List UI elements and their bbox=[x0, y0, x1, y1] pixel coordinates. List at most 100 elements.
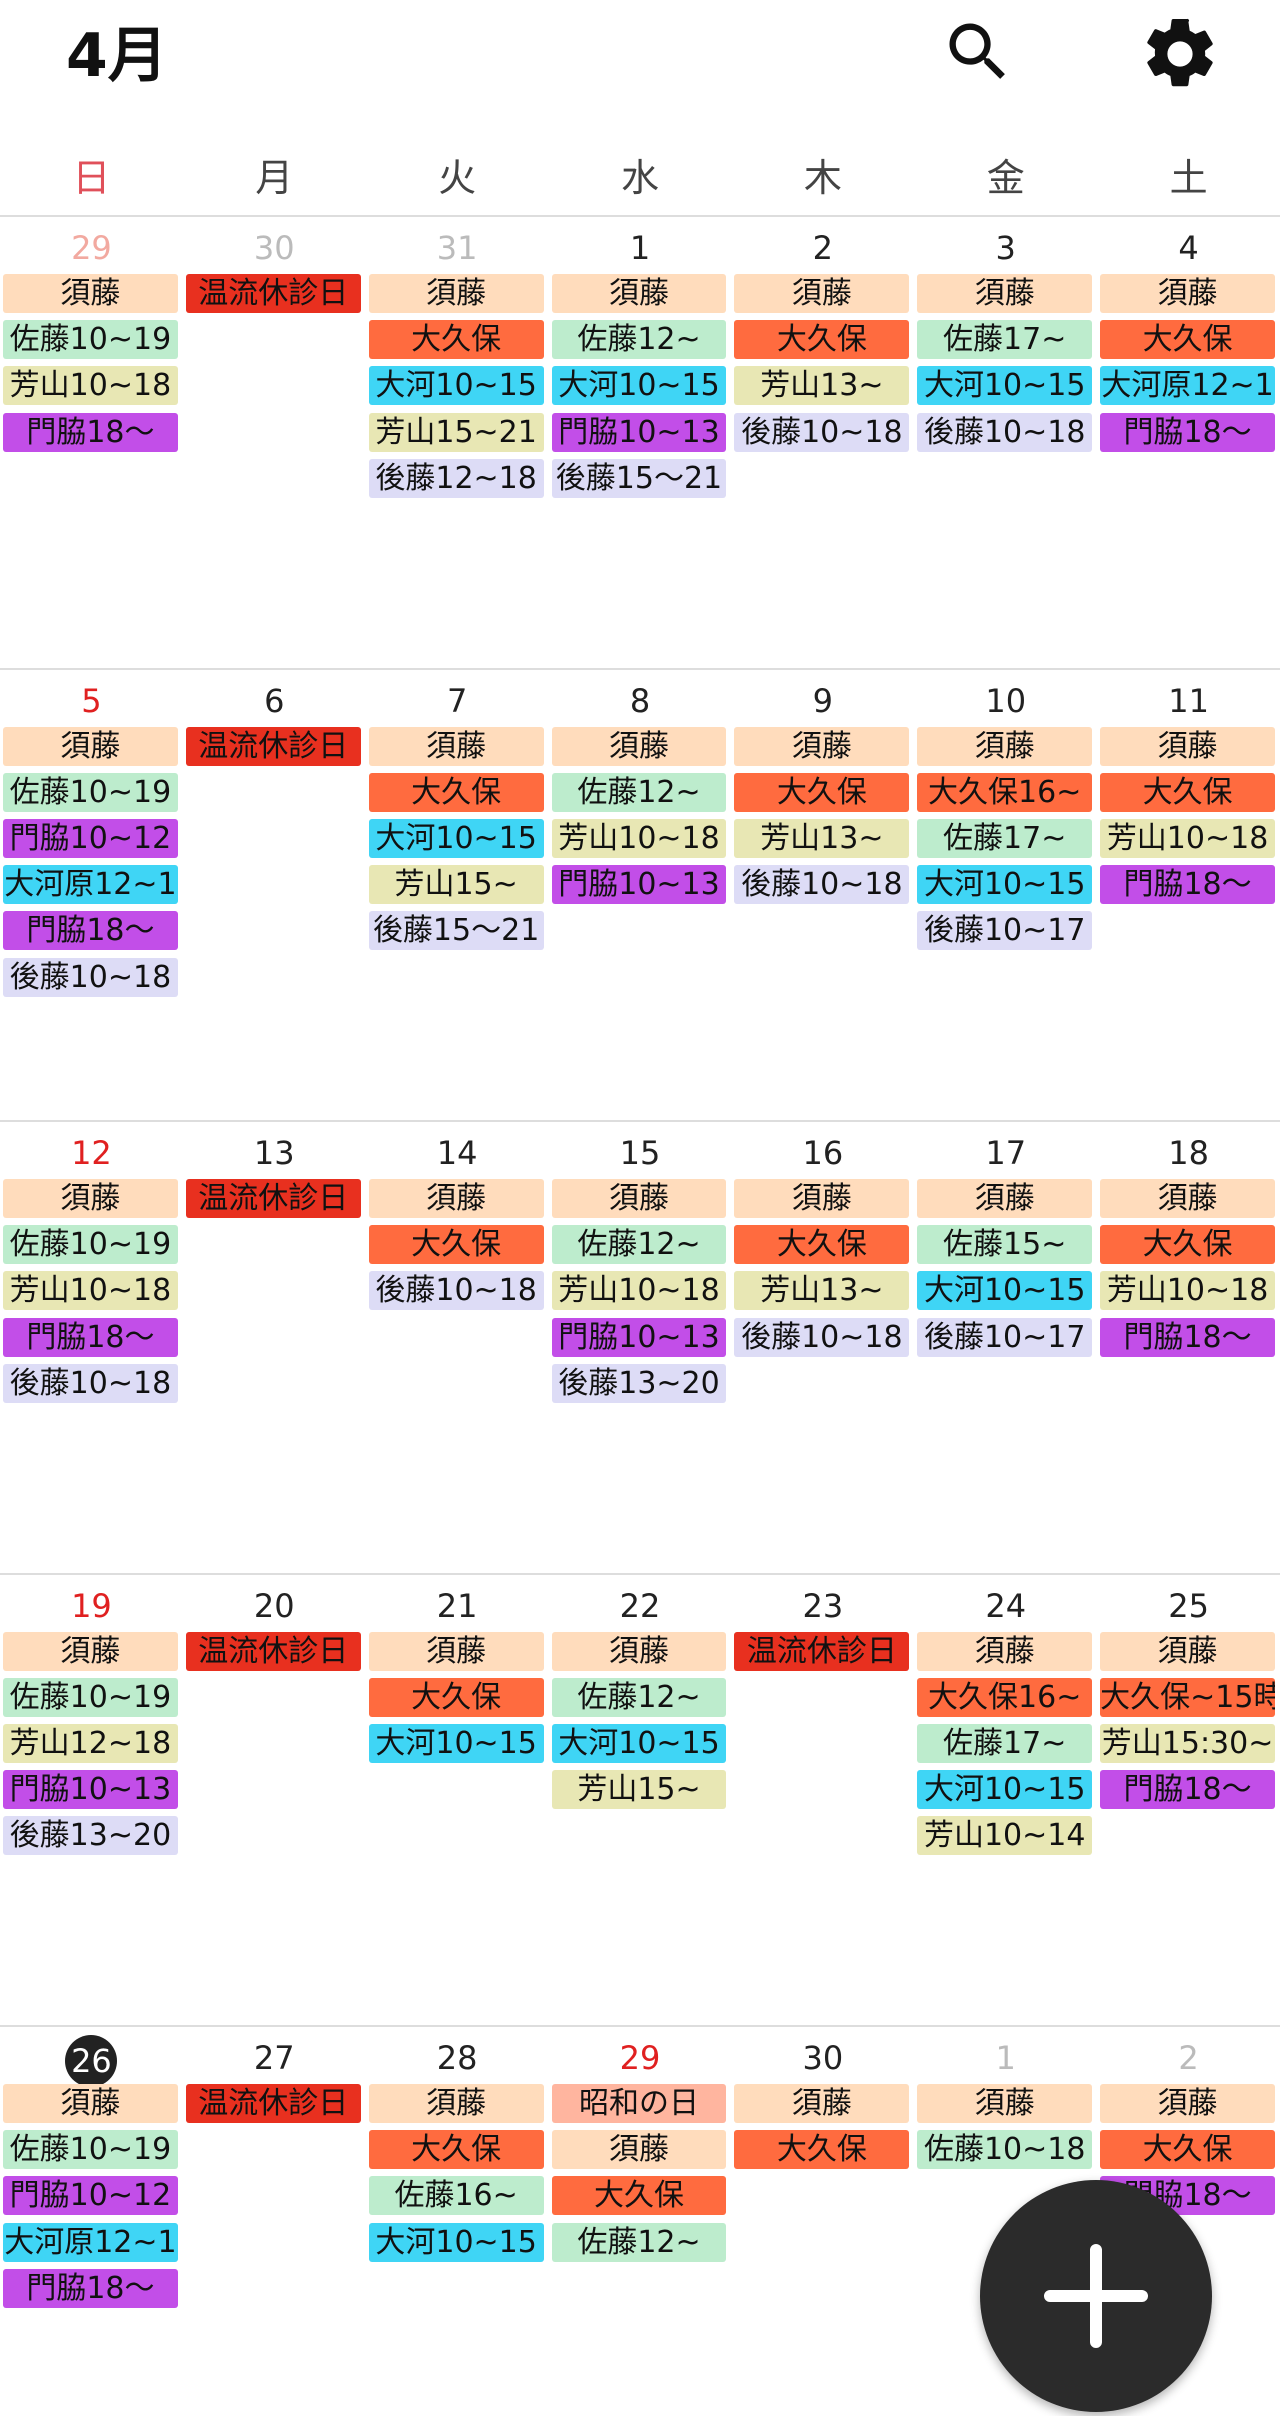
event: 佐藤10~19 bbox=[3, 1225, 178, 1265]
event: 門脇10~12 bbox=[3, 2176, 178, 2216]
event: 須藤 bbox=[551, 1631, 727, 1671]
event: 大河原12~1 bbox=[3, 2222, 178, 2262]
weekday-label: 月 bbox=[255, 156, 294, 200]
event: 佐藤10~19 bbox=[3, 2130, 178, 2170]
event: 門脇18〜 bbox=[1100, 865, 1275, 905]
event: 佐藤17~ bbox=[917, 818, 1093, 858]
day-number: 29 bbox=[619, 2039, 661, 2077]
day-number: 2 bbox=[812, 229, 834, 267]
day-number: 9 bbox=[812, 681, 834, 720]
event: 大久保16~ bbox=[917, 772, 1093, 812]
event: 大久保 bbox=[368, 1225, 544, 1265]
event: 須藤 bbox=[734, 1179, 910, 1218]
event: 大久保 bbox=[551, 2176, 727, 2216]
day-number: 19 bbox=[71, 1586, 112, 1625]
event: 佐藤10~18 bbox=[917, 2130, 1093, 2170]
event: 芳山13~ bbox=[734, 1271, 910, 1311]
day-number: 24 bbox=[985, 1586, 1027, 1625]
event: 須藤 bbox=[917, 2084, 1093, 2123]
event: 後藤15〜21 bbox=[551, 458, 727, 498]
event: 大河原12~1 bbox=[1100, 366, 1275, 406]
event: 大久保 bbox=[1100, 2130, 1275, 2170]
day-number: 3 bbox=[995, 229, 1016, 267]
event: 須藤 bbox=[368, 1179, 544, 1218]
day-number: 20 bbox=[253, 1586, 295, 1625]
event: 大久保 bbox=[1100, 1225, 1275, 1265]
event: 後藤10~18 bbox=[3, 1363, 178, 1403]
event: 須藤 bbox=[368, 274, 544, 313]
event: 須藤 bbox=[917, 726, 1093, 766]
event: 大久保 bbox=[734, 320, 910, 360]
event: 須藤 bbox=[917, 274, 1093, 313]
today-marker: 26 bbox=[65, 2035, 118, 2087]
event: 大河10~15 bbox=[917, 1271, 1093, 1311]
weekday-label: 金 bbox=[986, 156, 1025, 200]
day-number: 8 bbox=[629, 681, 651, 720]
weekday-label: 木 bbox=[803, 156, 842, 200]
event: 須藤 bbox=[1100, 1631, 1275, 1671]
event: 門脇10~12 bbox=[3, 818, 178, 858]
event: 芳山10~18 bbox=[551, 1271, 727, 1311]
event: 須藤 bbox=[3, 274, 178, 313]
event: 佐藤12~ bbox=[551, 2222, 727, 2262]
event: 須藤 bbox=[1100, 726, 1275, 766]
day-number: 1 bbox=[995, 2039, 1016, 2077]
weekday-label: 水 bbox=[620, 156, 659, 200]
event: 後藤10~18 bbox=[368, 1271, 544, 1311]
event: 須藤 bbox=[3, 726, 178, 766]
event: 後藤13~20 bbox=[551, 1363, 727, 1403]
event: 門脇18〜 bbox=[3, 911, 178, 951]
event: 大河10~15 bbox=[368, 1723, 544, 1763]
event: 大久保 bbox=[368, 2130, 544, 2170]
event: 芳山13~ bbox=[734, 366, 910, 406]
event: 大久保 bbox=[734, 2130, 910, 2170]
day-number: 29 bbox=[71, 229, 112, 267]
event: 須藤 bbox=[3, 1179, 178, 1218]
day-number: 14 bbox=[436, 1134, 478, 1172]
add-button[interactable] bbox=[980, 2180, 1212, 2412]
event: 後藤10~18 bbox=[3, 957, 178, 997]
event: 佐藤10~19 bbox=[3, 320, 178, 360]
search-button[interactable] bbox=[940, 14, 1016, 90]
event: 須藤 bbox=[1100, 274, 1275, 313]
event: 須藤 bbox=[917, 1179, 1093, 1218]
event: 須藤 bbox=[551, 1179, 727, 1218]
event: 温流休診日 bbox=[185, 1631, 361, 1671]
settings-button[interactable] bbox=[1138, 12, 1222, 96]
event: 大久保 bbox=[1100, 320, 1275, 360]
event: 芳山13~ bbox=[734, 818, 910, 858]
event: 温流休診日 bbox=[185, 2084, 361, 2123]
event: 門脇10~13 bbox=[551, 865, 727, 905]
event: 佐藤12~ bbox=[551, 1225, 727, 1265]
event: 須藤 bbox=[734, 726, 910, 766]
event: 後藤12~18 bbox=[368, 458, 544, 498]
event: 門脇18〜 bbox=[1100, 1317, 1275, 1357]
day-number: 27 bbox=[253, 2039, 295, 2077]
event: 大久保 bbox=[368, 320, 544, 360]
day-number: 23 bbox=[802, 1586, 844, 1625]
day-number: 30 bbox=[802, 2039, 844, 2077]
event: 大河10~15 bbox=[368, 2222, 544, 2262]
month-title: 4月 bbox=[66, 21, 168, 91]
event: 昭和の日 bbox=[551, 2084, 727, 2123]
event: 佐藤10~19 bbox=[3, 772, 178, 812]
week-divider bbox=[0, 215, 1280, 217]
event: 須藤 bbox=[551, 2130, 727, 2170]
event: 須藤 bbox=[734, 2084, 910, 2123]
event: 後藤13~20 bbox=[3, 1816, 178, 1856]
event: 須藤 bbox=[1100, 1179, 1275, 1218]
event: 大久保 bbox=[1100, 772, 1275, 812]
event: 大久保 bbox=[734, 1225, 910, 1265]
event: 大久保 bbox=[368, 772, 544, 812]
event: 大久保16~ bbox=[917, 1677, 1093, 1717]
event: 門脇18〜 bbox=[1100, 412, 1275, 452]
day-number: 1 bbox=[629, 229, 651, 267]
day-number: 25 bbox=[1168, 1586, 1209, 1625]
event: 芳山15~ bbox=[368, 865, 544, 905]
day-number: 15 bbox=[619, 1134, 661, 1172]
day-number: 12 bbox=[71, 1134, 112, 1172]
day-number: 10 bbox=[985, 681, 1027, 720]
day-number: 30 bbox=[253, 229, 295, 267]
event: 佐藤16~ bbox=[368, 2176, 544, 2216]
event: 温流休診日 bbox=[734, 1631, 910, 1671]
